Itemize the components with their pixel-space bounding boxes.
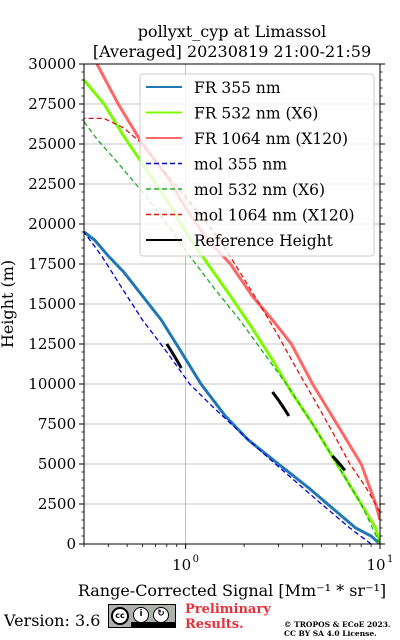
legend-label-fr-355-nm: FR 355 nm (194, 79, 281, 97)
y-tick-label-11: 27500 (28, 95, 76, 113)
plot-area: 0 2500 5000 7500 10000 12500 15000 17500 20000 22… (28, 55, 393, 574)
series-reference-height-segment-0 (165, 343, 183, 369)
preliminary-line-2: Results. (185, 617, 244, 632)
series-reference-height-segment-1 (271, 391, 291, 417)
y-tick-label-6: 15000 (28, 295, 76, 313)
x-tick-exponent-1: 1 (387, 554, 393, 565)
y-axis-label: Height (m) (0, 260, 17, 348)
attribution-icon: i (133, 607, 149, 623)
y-tick-label-1: 2500 (38, 495, 76, 513)
x-tick-label-0: 10 (172, 556, 191, 574)
copyright-line-1: © TROPOS & ECoE 2023. (284, 620, 391, 629)
version-label: Version: 3.6 (4, 611, 101, 630)
y-tick-label-12: 30000 (28, 55, 76, 73)
y-tick-label-9: 22500 (28, 175, 76, 193)
y-tick-label-0: 0 (66, 535, 76, 553)
copyright-line-2: CC BY SA 4.0 License. (284, 629, 377, 638)
legend-label-mol-355-nm: mol 355 nm (194, 156, 287, 174)
series-fr-355-nm-line (84, 230, 380, 544)
y-tick-label-10: 25000 (28, 135, 76, 153)
y-tick-label-4: 10000 (28, 375, 76, 393)
x-tick-label-1: 10 (366, 556, 385, 574)
copyright-notice: © TROPOS & ECoE 2023. CC BY SA 4.0 Licen… (284, 620, 391, 638)
cc-license-badge: cc i ↻ (108, 604, 176, 628)
y-tick-label-3: 7500 (38, 415, 76, 433)
y-tick-label-7: 17500 (28, 255, 76, 273)
series-reference-height-segment-2 (331, 454, 347, 472)
chart-title: pollyxt_cyp at Limassol (138, 22, 327, 41)
badge-strip (131, 622, 175, 627)
share-alike-icon: ↻ (153, 607, 169, 623)
legend-label-mol-1064-nm-x120: mol 1064 nm (X120) (194, 207, 355, 225)
series-mol-1064-nm-x120-line (84, 117, 380, 513)
x-axis-label: Range-Corrected Signal [Mm⁻¹ * sr⁻¹] (78, 581, 386, 600)
preliminary-line-1: Preliminary (185, 602, 271, 617)
y-tick-label-5: 12500 (28, 335, 76, 353)
preliminary-notice: Preliminary Results. (185, 602, 271, 632)
legend-label-fr-1064-nm-x120: FR 1064 nm (X120) (194, 130, 348, 148)
y-tick-label-8: 20000 (28, 215, 76, 233)
legend-label-mol-532-nm-x6: mol 532 nm (X6) (194, 181, 325, 199)
series-mol-355-nm-line (84, 231, 372, 544)
legend-label-reference-height: Reference Height (194, 232, 334, 250)
y-tick-label-2: 5000 (38, 455, 76, 473)
legend-box (139, 73, 375, 257)
chart-subtitle: [Averaged] 20230819 21:00-21:59 (93, 42, 371, 61)
x-tick-exponent-0: 0 (193, 554, 199, 565)
cc-icon: cc (111, 607, 129, 625)
legend-label-fr-532-nm-x6: FR 532 nm (X6) (194, 105, 318, 123)
